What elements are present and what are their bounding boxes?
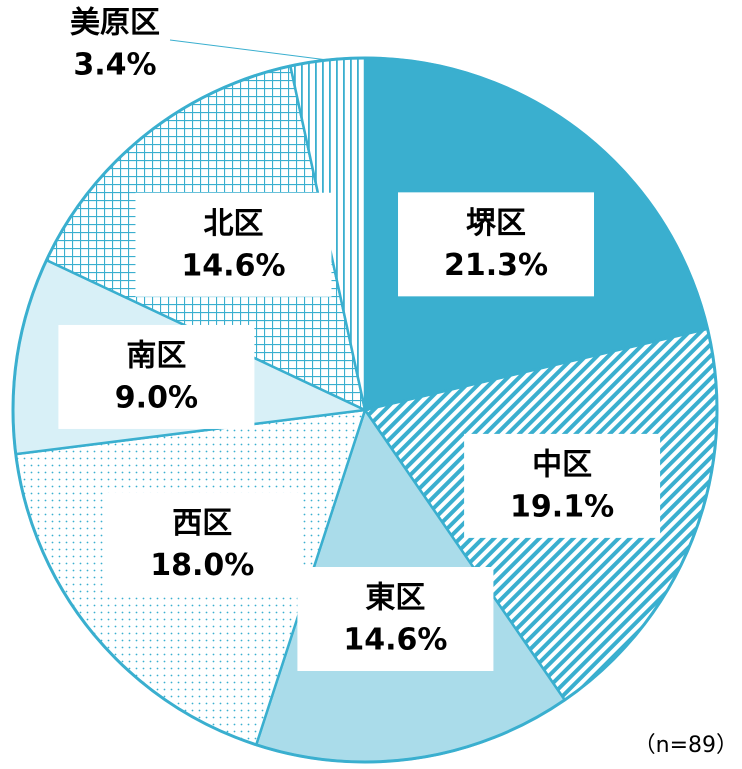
slice-category: 北区	[203, 206, 263, 241]
pie-outline	[11, 56, 719, 764]
label-box	[135, 192, 332, 297]
slice-category: 美原区	[70, 6, 160, 41]
leader-line	[169, 39, 328, 61]
slice-value-label: 14.6%	[343, 622, 447, 657]
label-box	[297, 566, 494, 671]
slice-category: 東区	[365, 580, 425, 615]
slice-value-label: 18.0%	[150, 548, 254, 583]
sample-note: （n=89）	[634, 733, 738, 758]
slice-value-label: 3.4%	[73, 48, 156, 83]
slice-value-label: 21.3%	[444, 248, 548, 283]
label-box	[104, 492, 301, 597]
label-box	[58, 324, 255, 429]
label-box	[398, 192, 595, 297]
slice-value-label: 14.6%	[181, 248, 285, 283]
slice-category: 南区	[126, 338, 186, 373]
slice-category: 堺区	[466, 206, 526, 241]
slice-value-label: 9.0%	[115, 380, 198, 415]
label-box	[464, 433, 661, 538]
slice-value-label: 19.1%	[510, 489, 614, 524]
slice-category: 中区	[532, 447, 592, 482]
slice-category: 西区	[172, 506, 232, 541]
